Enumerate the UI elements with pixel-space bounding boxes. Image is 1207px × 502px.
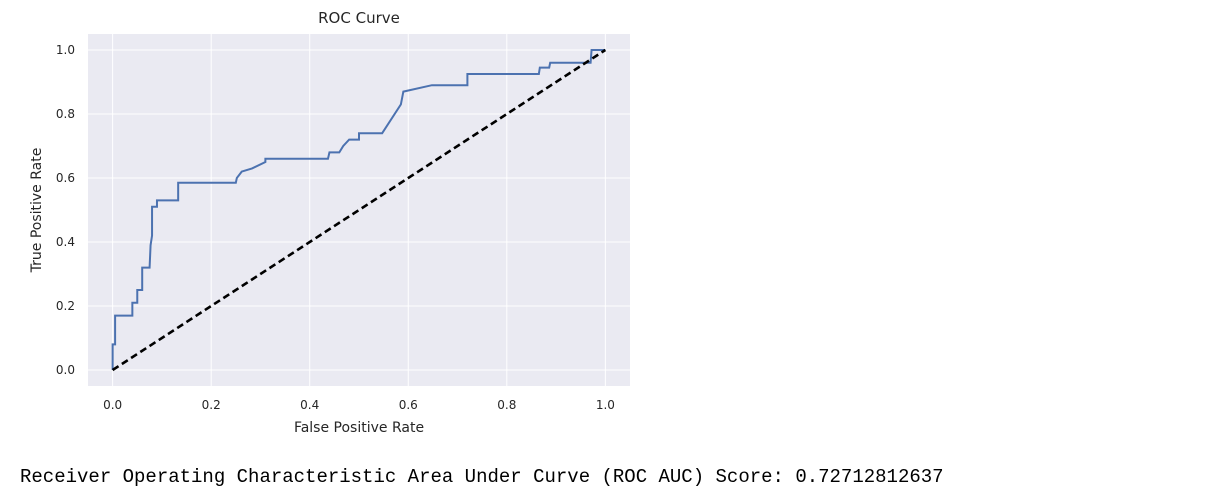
y-tick-label: 0.4 (56, 235, 75, 249)
roc-curve-line (111, 49, 606, 370)
x-tick-label: 1.0 (596, 398, 615, 412)
y-tick-label: 0.2 (56, 299, 75, 313)
y-axis-label: True Positive Rate (29, 148, 45, 274)
x-tick-labels: 0.0 0.2 0.4 0.6 0.8 1.0 (103, 398, 615, 412)
y-tick-label: 1.0 (56, 43, 75, 57)
grid-lines (88, 34, 630, 386)
y-tick-label: 0.6 (56, 171, 75, 185)
x-tick-label: 0.4 (300, 398, 319, 412)
roc-chart: 0.0 0.2 0.4 0.6 0.8 1.0 0.0 0.2 0.4 0.6 0.8 1.0 RO… (29, 9, 630, 436)
chart-title: ROC Curve (318, 9, 400, 27)
x-tick-label: 0.2 (202, 398, 221, 412)
x-tick-label: 0.0 (103, 398, 122, 412)
chart-lines (111, 48, 607, 372)
x-tick-label: 0.8 (497, 398, 516, 412)
x-axis-label: False Positive Rate (294, 420, 424, 436)
baseline-dashed-line (111, 48, 607, 372)
y-tick-label: 0.0 (56, 363, 75, 377)
roc-auc-score-output: Receiver Operating Characteristic Area U… (20, 466, 944, 488)
x-tick-label: 0.6 (399, 398, 418, 412)
y-tick-labels: 0.0 0.2 0.4 0.6 0.8 1.0 (56, 43, 75, 377)
y-tick-label: 0.8 (56, 107, 75, 121)
